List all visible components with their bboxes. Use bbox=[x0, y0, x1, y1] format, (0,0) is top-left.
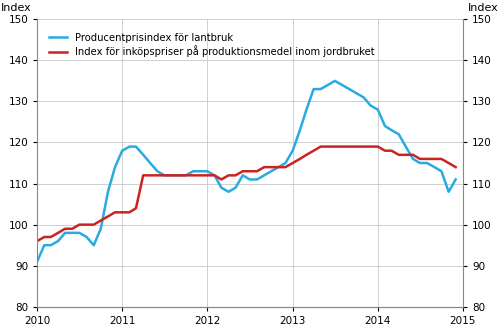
Line: Producentprisindex för lantbruk: Producentprisindex för lantbruk bbox=[37, 81, 456, 262]
Text: Index: Index bbox=[1, 4, 32, 14]
Text: Index: Index bbox=[468, 4, 499, 14]
Line: Index för inköpspriser på produktionsmedel inom jordbruket: Index för inköpspriser på produktionsmed… bbox=[37, 147, 456, 241]
Legend: Producentprisindex för lantbruk, Index för inköpspriser på produktionsmedel inom: Producentprisindex för lantbruk, Index f… bbox=[46, 30, 378, 60]
